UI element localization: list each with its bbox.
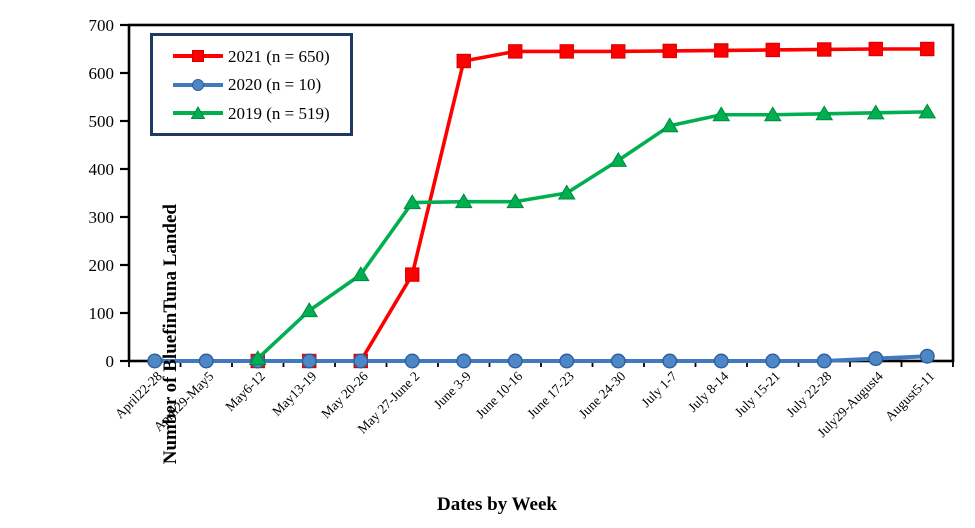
x-tick-label: June 10-16 xyxy=(473,368,526,421)
y-tick-label: 100 xyxy=(89,304,115,323)
x-tick-label: June 17-23 xyxy=(524,368,577,421)
legend-label-2021: 2021 (n = 650) xyxy=(228,46,330,66)
y-tick-label: 700 xyxy=(89,16,115,35)
legend-label-2019: 2019 (n = 519) xyxy=(228,103,330,123)
x-axis-title: Dates by Week xyxy=(437,494,557,515)
x-tick-label: July 22-28 xyxy=(783,368,834,419)
series-2021 xyxy=(250,41,935,369)
x-tick-label: July 15-21 xyxy=(732,369,783,420)
x-tick-label: May6-12 xyxy=(222,369,268,415)
legend-label-2020: 2020 (n = 10) xyxy=(228,75,322,94)
legend-item-2019: 2019 (n = 519) xyxy=(172,105,350,122)
legend-line-square-icon xyxy=(173,50,223,62)
y-tick-label: 500 xyxy=(89,112,115,131)
x-tick-label: July 8-14 xyxy=(685,368,732,415)
legend-item-2021: 2021 (n = 650) xyxy=(172,48,350,65)
x-tick-label: April22-28 xyxy=(112,368,165,421)
legend-item-2020: 2020 (n = 10) xyxy=(172,76,350,93)
x-tick-label: May 20-26 xyxy=(318,368,371,421)
y-tick-label: 200 xyxy=(89,256,115,275)
x-tick-label: June 24-30 xyxy=(576,368,629,421)
y-tick-label: 0 xyxy=(106,352,115,371)
x-tick-label: May13-19 xyxy=(269,368,320,419)
x-tick-label: June 3-9 xyxy=(431,368,474,411)
y-tick-label: 300 xyxy=(89,208,115,227)
legend-line-circle-icon xyxy=(173,78,223,91)
y-tick-label: 600 xyxy=(89,64,115,83)
x-tick-label: July 1-7 xyxy=(638,368,680,410)
legend-line-triangle-icon xyxy=(173,105,223,119)
series-2019 xyxy=(248,103,937,366)
legend: 2021 (n = 650) 2020 (n = 10) 2019 (n = 5… xyxy=(150,33,353,136)
x-tick-label: August5-11 xyxy=(882,369,937,424)
y-tick-label: 400 xyxy=(89,160,115,179)
y-axis-title: Number of BluefinTuna Landed xyxy=(160,204,182,465)
